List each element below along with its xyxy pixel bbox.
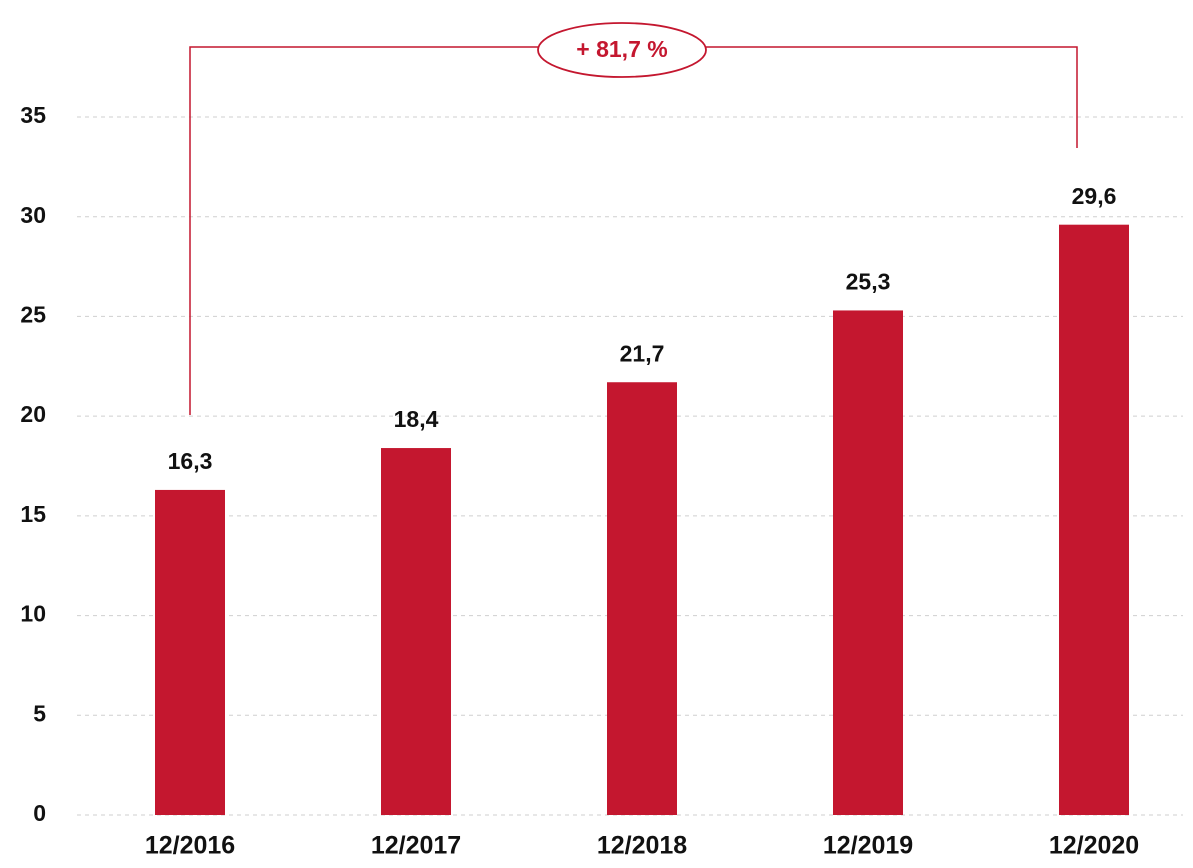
- y-tick-label: 0: [33, 800, 46, 826]
- bar: [833, 310, 903, 815]
- y-tick-label: 20: [20, 401, 46, 427]
- bracket-right: [706, 46, 1078, 148]
- annotation-oval: [537, 22, 707, 78]
- x-tick-label: 12/2017: [371, 832, 461, 860]
- value-label: 18,4: [394, 406, 439, 432]
- y-tick-label: 10: [20, 601, 46, 627]
- y-tick-label: 25: [20, 302, 46, 328]
- y-tick-label: 35: [20, 102, 46, 128]
- bar: [155, 489, 225, 815]
- y-tick-label: 15: [20, 501, 46, 527]
- value-label: 29,6: [1072, 183, 1117, 209]
- x-tick-label: 12/2020: [1049, 832, 1139, 860]
- x-tick-label: 12/2018: [597, 832, 687, 860]
- x-tick-label: 12/2019: [823, 832, 913, 860]
- value-label: 16,3: [168, 448, 213, 474]
- y-tick-label: 5: [33, 700, 46, 726]
- value-label: 21,7: [620, 340, 665, 366]
- x-tick-label: 12/2016: [145, 832, 235, 860]
- bar: [381, 448, 451, 815]
- bracket-left: [189, 46, 538, 415]
- bar: [1059, 224, 1129, 816]
- annotation: + 81,7 %: [576, 36, 667, 62]
- y-tick-label: 30: [20, 202, 46, 228]
- bar: [607, 382, 677, 815]
- value-label: 25,3: [846, 269, 891, 295]
